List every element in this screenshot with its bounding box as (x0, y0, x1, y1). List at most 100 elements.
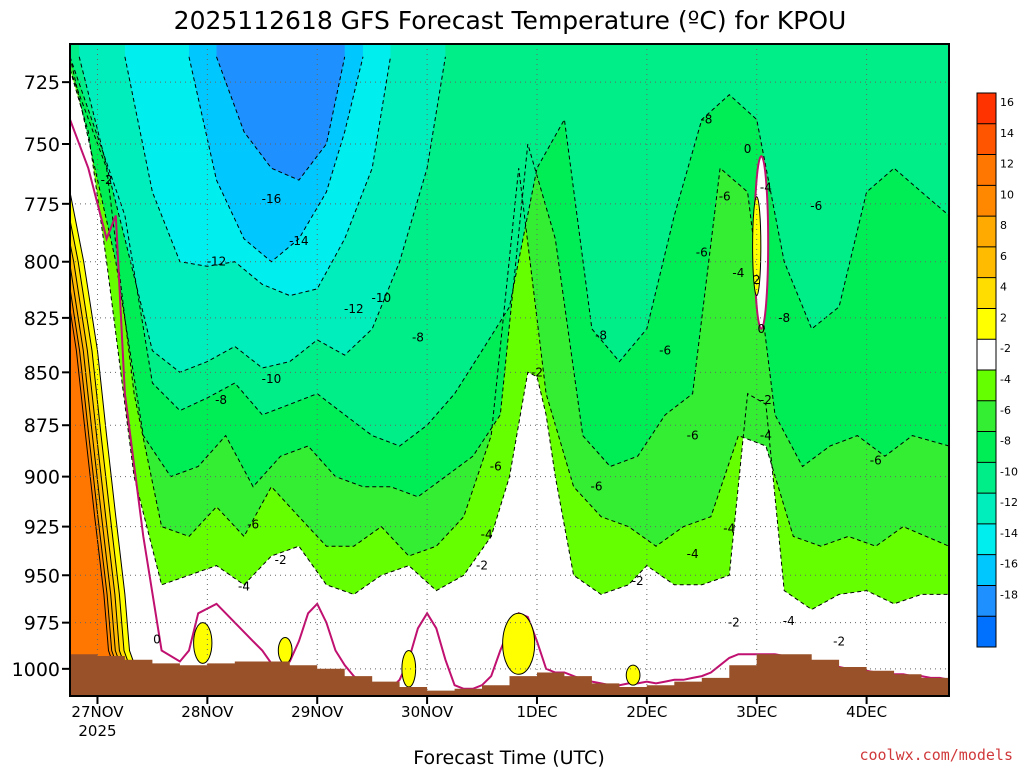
colorbar-tick-label: -12 (1000, 496, 1018, 509)
contour-label: -4 (732, 266, 744, 280)
contour-label: -4 (687, 547, 699, 561)
x-tick-label: 4DEC (846, 703, 887, 721)
contour-label: -2 (275, 553, 287, 567)
contour-label: 0 (757, 322, 765, 336)
warm-pocket-3 (193, 622, 213, 664)
colorbar-tick-label: 10 (1000, 188, 1014, 201)
isotherm-minus10 (78, 56, 446, 373)
x-axis-label: Forecast Time (UTC) (413, 747, 604, 768)
contour-label: -4 (723, 522, 735, 536)
contour-label: -2 (728, 616, 740, 630)
warm-pocket-6 (625, 664, 641, 686)
colorbar-tick-label: 8 (1000, 219, 1007, 232)
contour-label: -6 (810, 199, 822, 213)
contour-label: -10 (372, 291, 392, 305)
colorbar-tick-label: 12 (1000, 158, 1014, 171)
y-tick-label: 750 (24, 134, 60, 156)
y-tick-label: 900 (24, 467, 60, 489)
contour-label: 0 (153, 632, 161, 646)
y-tick-label: 975 (24, 613, 60, 635)
x-tick-label: 27NOV (71, 703, 124, 721)
chart-title: 2025112618 GFS Forecast Temperature (ºC)… (174, 6, 847, 35)
contour-label: -6 (696, 246, 708, 260)
colorbar-swatch (977, 154, 996, 186)
contour-label: -8 (215, 393, 227, 407)
colorbar-tick-label: -8 (1000, 435, 1011, 448)
x-tick-sublabel: 2025 (78, 722, 116, 740)
contour-label: -6 (719, 190, 731, 204)
isotherm-minus4 (70, 69, 949, 557)
temperature-fill-bands (70, 44, 949, 696)
contour-label: -12 (344, 302, 364, 316)
contour-label: -2 (101, 173, 113, 187)
colorbar-tick-label: -6 (1000, 404, 1011, 417)
contour-label: 2 (753, 273, 761, 287)
contour-label: -4 (760, 429, 772, 443)
contour-label: -12 (207, 255, 227, 269)
x-tick-label: 29NOV (291, 703, 344, 721)
colorbar-swatch (977, 123, 996, 156)
grid-lines (70, 44, 949, 696)
x-tick-label: 3DEC (736, 703, 777, 721)
colorbar-swatch (977, 462, 996, 494)
colorbar-tick-label: -10 (1000, 465, 1018, 478)
x-tick-label: 2DEC (626, 703, 667, 721)
isotherm-minus16 (216, 56, 346, 181)
colorbar-tick-label: -4 (1000, 373, 1011, 386)
colorbar-tick-label: 14 (1000, 127, 1014, 140)
x-tick-label: 30NOV (401, 703, 454, 721)
colorbar-swatch (977, 554, 996, 586)
colorbar-swatch (977, 616, 996, 648)
y-tick-label: 950 (24, 565, 60, 587)
y-tick-label: 825 (24, 308, 60, 330)
colorbar-tick-label: -16 (1000, 558, 1018, 571)
isotherm-minus12 (124, 56, 391, 297)
colorbar-swatch (977, 246, 996, 279)
credit-text[interactable]: coolwx.com/models (859, 746, 1013, 764)
plot-area: -2 -16 -14 -12 -12 -10 -10 -8 -8 -8 -8 -8 -6 -6 -6 -6 -6… (70, 44, 949, 696)
colorbar-tick-label: -2 (1000, 342, 1011, 355)
colorbar-swatch (977, 431, 996, 463)
y-tick-label: 1000 (12, 659, 60, 681)
warm-pocket-1 (752, 196, 762, 297)
colorbar-tick-label: 16 (1000, 96, 1014, 109)
y-tick-label: 875 (24, 415, 60, 437)
colorbar: 16 14 12 10 8 6 4 2 -2 -4 -6 -8 -10 -12 -14 -16 -18 (976, 92, 1018, 648)
contour-label: -10 (262, 372, 282, 386)
contour-label: -6 (591, 480, 603, 494)
contour-label: -6 (687, 429, 699, 443)
plot-frame (69, 43, 950, 697)
contour-label: -8 (595, 328, 607, 342)
contour-label: -8 (700, 113, 712, 127)
y-tick-label: 775 (24, 194, 60, 216)
contour-label: -6 (870, 453, 882, 467)
colorbar-swatch (977, 585, 996, 617)
contour-label: -16 (262, 192, 282, 206)
x-tick-label: 1DEC (516, 703, 557, 721)
y-axis: 725 750 775 800 825 850 875 900 925 950 975 1000 (12, 72, 70, 681)
contour-label: -8 (778, 311, 790, 325)
contour-label: -2 (632, 574, 644, 588)
contour-label: -4 (760, 180, 772, 194)
y-tick-label: 725 (24, 72, 60, 94)
colorbar-swatch (977, 93, 996, 125)
contour-label: 0 (744, 142, 752, 156)
colorbar-tick-label: -14 (1000, 527, 1018, 540)
colorbar-tick-label: 4 (1000, 281, 1007, 294)
contour-label: -2 (833, 634, 845, 648)
contour-label: -6 (659, 344, 671, 358)
warm-pocket-4 (277, 637, 293, 664)
y-tick-label: 850 (24, 362, 60, 384)
colorbar-swatch (977, 370, 996, 402)
contour-label: -4 (783, 614, 795, 628)
y-tick-label: 925 (24, 517, 60, 539)
band-below-16c (216, 44, 345, 181)
colorbar-swatch (977, 400, 996, 433)
isotherm-minus2 (70, 69, 949, 611)
colorbar-tick-label: 2 (1000, 311, 1007, 324)
colorbar-tick-label: 6 (1000, 250, 1007, 263)
contour-label: -2 (531, 365, 543, 379)
contour-label: -4 (238, 580, 250, 594)
